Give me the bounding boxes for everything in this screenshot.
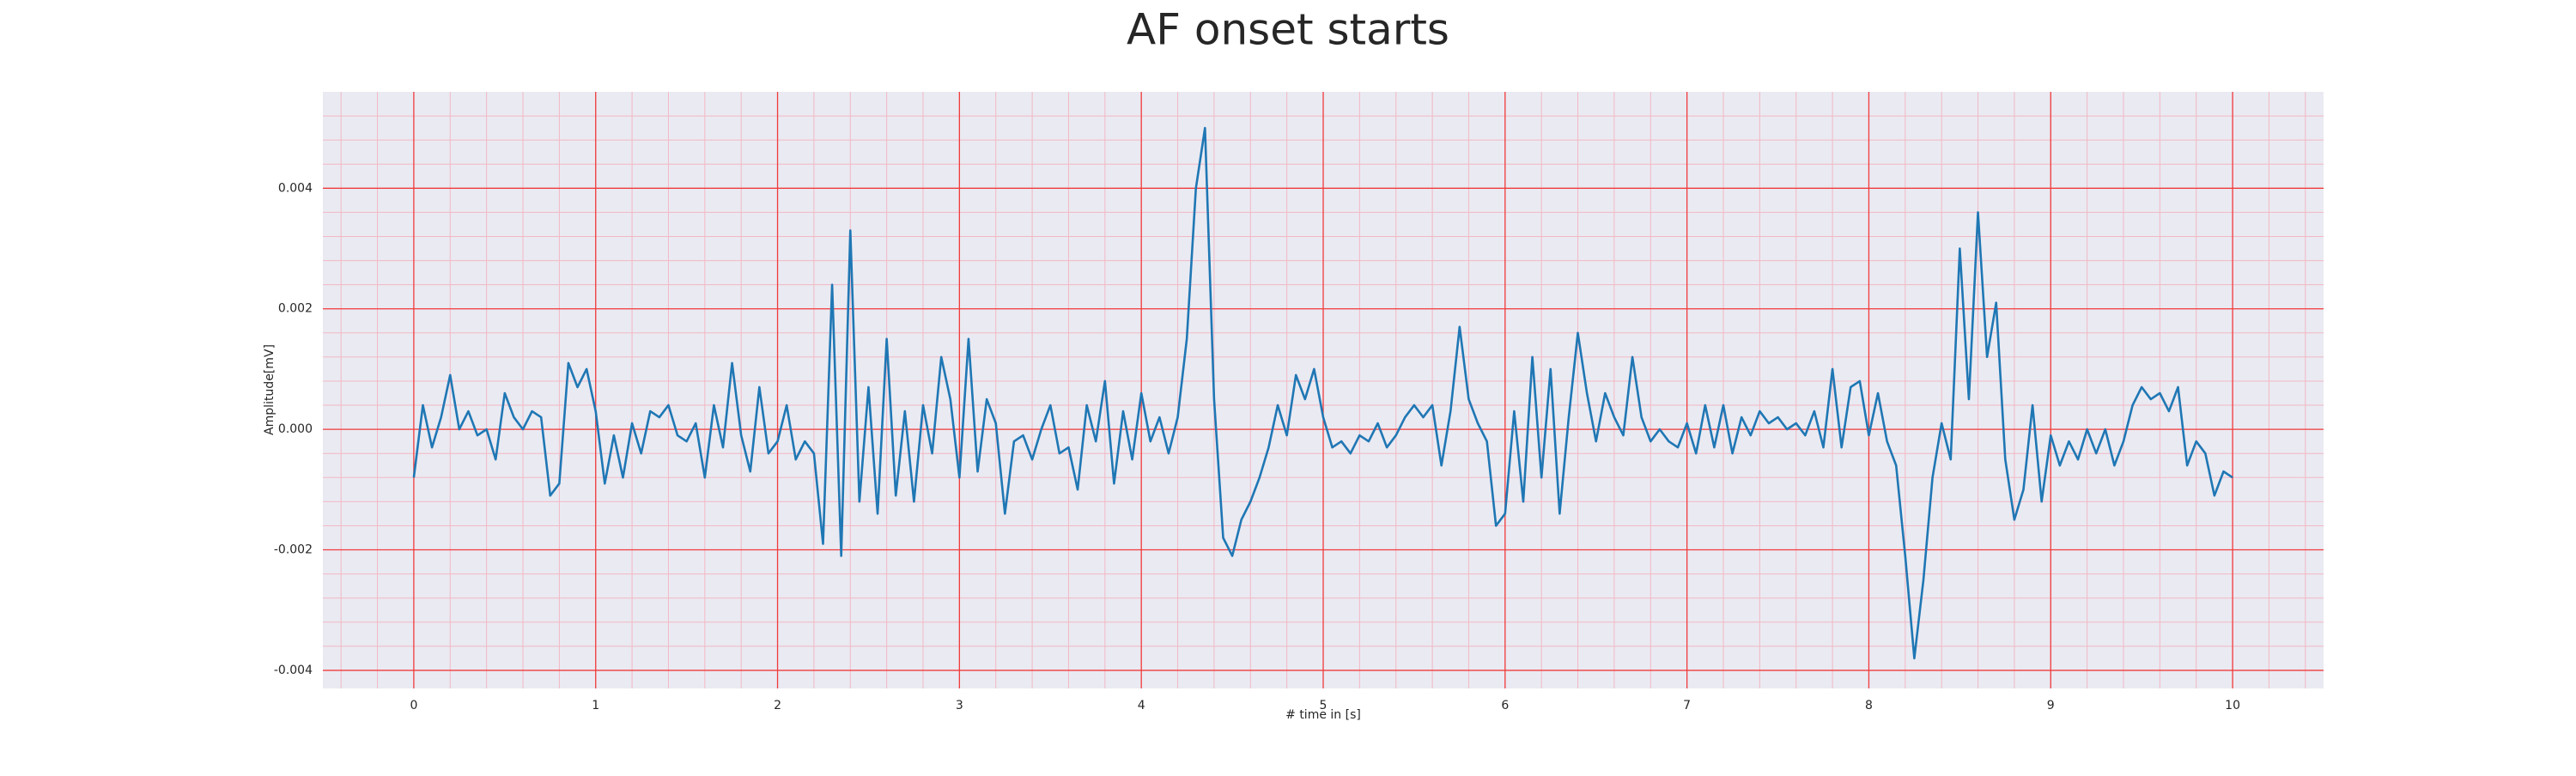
x-tick-label: 2 — [774, 699, 781, 712]
x-tick-label: 8 — [1865, 699, 1873, 712]
x-tick-label: 5 — [1320, 699, 1327, 712]
x-tick-label: 6 — [1501, 699, 1509, 712]
y-tick-label: 0.000 — [278, 422, 313, 436]
x-tick-label: 10 — [2225, 699, 2240, 712]
x-tick-label: 9 — [2047, 699, 2055, 712]
labels: 0 1 2 3 4 5 6 7 8 9 10 -0.004 -0.002 0.000 0.002 0.004 — [274, 181, 2240, 712]
y-tick-label: 0.002 — [278, 302, 313, 316]
chart-title: AF onset starts — [1127, 5, 1449, 55]
x-tick-label: 0 — [410, 699, 417, 712]
x-axis-label: # time in [s] — [1285, 708, 1361, 722]
x-tick-label: 1 — [592, 699, 599, 712]
grid — [323, 92, 2324, 688]
x-tick-label: 3 — [956, 699, 963, 712]
x-tick-label: 4 — [1138, 699, 1145, 712]
y-tick-label: -0.004 — [274, 664, 313, 677]
line-series — [412, 126, 2233, 660]
marks — [412, 126, 2233, 660]
y-axis-label: Amplitude[mV] — [263, 344, 276, 435]
y-tick-label: 0.004 — [278, 181, 313, 195]
y-tick-label: -0.002 — [274, 543, 313, 557]
x-tick-label: 7 — [1683, 699, 1691, 712]
